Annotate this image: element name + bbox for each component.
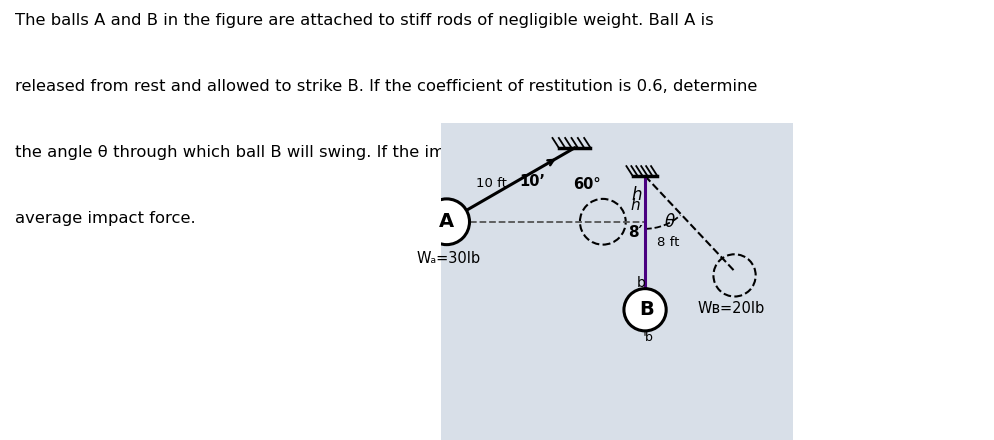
Text: average impact force.: average impact force. [15, 211, 195, 226]
Text: A: A [438, 212, 453, 231]
Text: The balls A and B in the figure are attached to stiff rods of negligible weight.: The balls A and B in the figure are atta… [15, 13, 713, 28]
Text: Wʙ=20lb: Wʙ=20lb [697, 301, 764, 316]
Text: b: b [645, 331, 653, 344]
Circle shape [623, 289, 666, 331]
Circle shape [423, 199, 469, 245]
Text: 10 ft: 10 ft [475, 176, 506, 190]
Text: 8′: 8′ [627, 225, 642, 240]
Text: θ: θ [664, 213, 674, 231]
Text: B: B [639, 300, 653, 319]
Text: 10’: 10’ [519, 174, 545, 189]
Text: 60°: 60° [573, 177, 600, 192]
Text: released from rest and allowed to strike B. If the coefficient of restitution is: released from rest and allowed to strike… [15, 79, 756, 94]
Text: b: b [636, 276, 645, 290]
Text: the angle θ through which ball B will swing. If the impact lasts for 0.01 s, als: the angle θ through which ball B will sw… [15, 145, 720, 160]
Text: h: h [630, 198, 639, 213]
Text: h: h [630, 187, 641, 204]
Text: Wₐ=30lb: Wₐ=30lb [415, 250, 480, 265]
Text: 8 ft: 8 ft [656, 236, 679, 249]
